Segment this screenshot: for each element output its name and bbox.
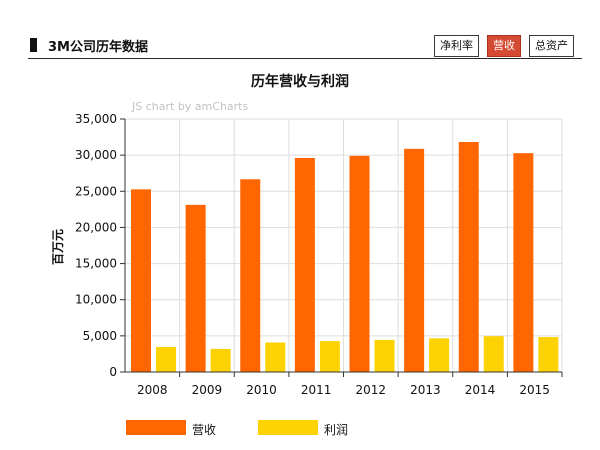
bar-profit[interactable] — [156, 346, 176, 372]
header-marker-icon — [30, 38, 37, 52]
section-header: 3M公司历年数据 净利率 营收 总资产 — [28, 32, 582, 59]
bar-revenue[interactable] — [185, 204, 206, 372]
legend-swatch-revenue — [126, 420, 186, 435]
y-tick-label: 5,000 — [83, 329, 117, 343]
bar-profit[interactable] — [483, 336, 504, 372]
bar-revenue[interactable] — [458, 141, 479, 372]
x-tick-label: 2008 — [137, 383, 168, 397]
bar-profit[interactable] — [319, 341, 340, 372]
x-tick-label: 2013 — [410, 383, 441, 397]
bar-profit[interactable] — [374, 339, 395, 372]
bar-revenue[interactable] — [513, 153, 534, 372]
legend-swatch-profit — [258, 420, 318, 435]
bar-revenue[interactable] — [349, 155, 370, 372]
tab-total-assets[interactable]: 总资产 — [529, 35, 574, 57]
axes: 0 5,000 10,000 15,000 20,000 25,000 30,000 35,0… — [75, 112, 563, 397]
bar-revenue[interactable] — [294, 157, 315, 372]
x-tick-label: 2012 — [356, 383, 387, 397]
bar-revenue[interactable] — [131, 189, 151, 372]
bars — [131, 141, 559, 372]
metric-tabs: 净利率 营收 总资产 — [434, 35, 574, 57]
y-tick-label: 15,000 — [75, 257, 117, 271]
section-title: 3M公司历年数据 — [48, 40, 148, 55]
bar-profit[interactable] — [538, 337, 559, 372]
y-tick-label: 25,000 — [75, 184, 117, 198]
legend-label-profit: 利润 — [324, 423, 349, 437]
y-tick-label: 35,000 — [75, 112, 117, 126]
x-tick-label: 2011 — [301, 383, 332, 397]
tab-net-margin[interactable]: 净利率 — [434, 35, 479, 57]
x-tick-label: 2009 — [192, 383, 223, 397]
y-tick-label: 0 — [109, 365, 117, 379]
y-tick-label: 10,000 — [75, 293, 117, 307]
y-tick-label: 20,000 — [75, 220, 117, 234]
bar-revenue[interactable] — [404, 148, 425, 372]
bar-profit[interactable] — [265, 342, 286, 372]
x-tick-label: 2015 — [519, 383, 550, 397]
tab-revenue[interactable]: 营收 — [487, 35, 521, 57]
y-axis-label: 百万元 — [51, 229, 65, 265]
bar-profit[interactable] — [429, 338, 450, 372]
chart-credit-link[interactable]: JS chart by amCharts — [132, 100, 249, 113]
chart-title: 历年营收与利润 — [251, 74, 349, 90]
y-tick-label: 30,000 — [75, 148, 117, 162]
bar-revenue[interactable] — [240, 179, 261, 372]
bar-profit[interactable] — [210, 348, 231, 372]
x-tick-label: 2014 — [465, 383, 496, 397]
legend-label-revenue: 营收 — [192, 423, 217, 437]
x-tick-label: 2010 — [246, 383, 277, 397]
